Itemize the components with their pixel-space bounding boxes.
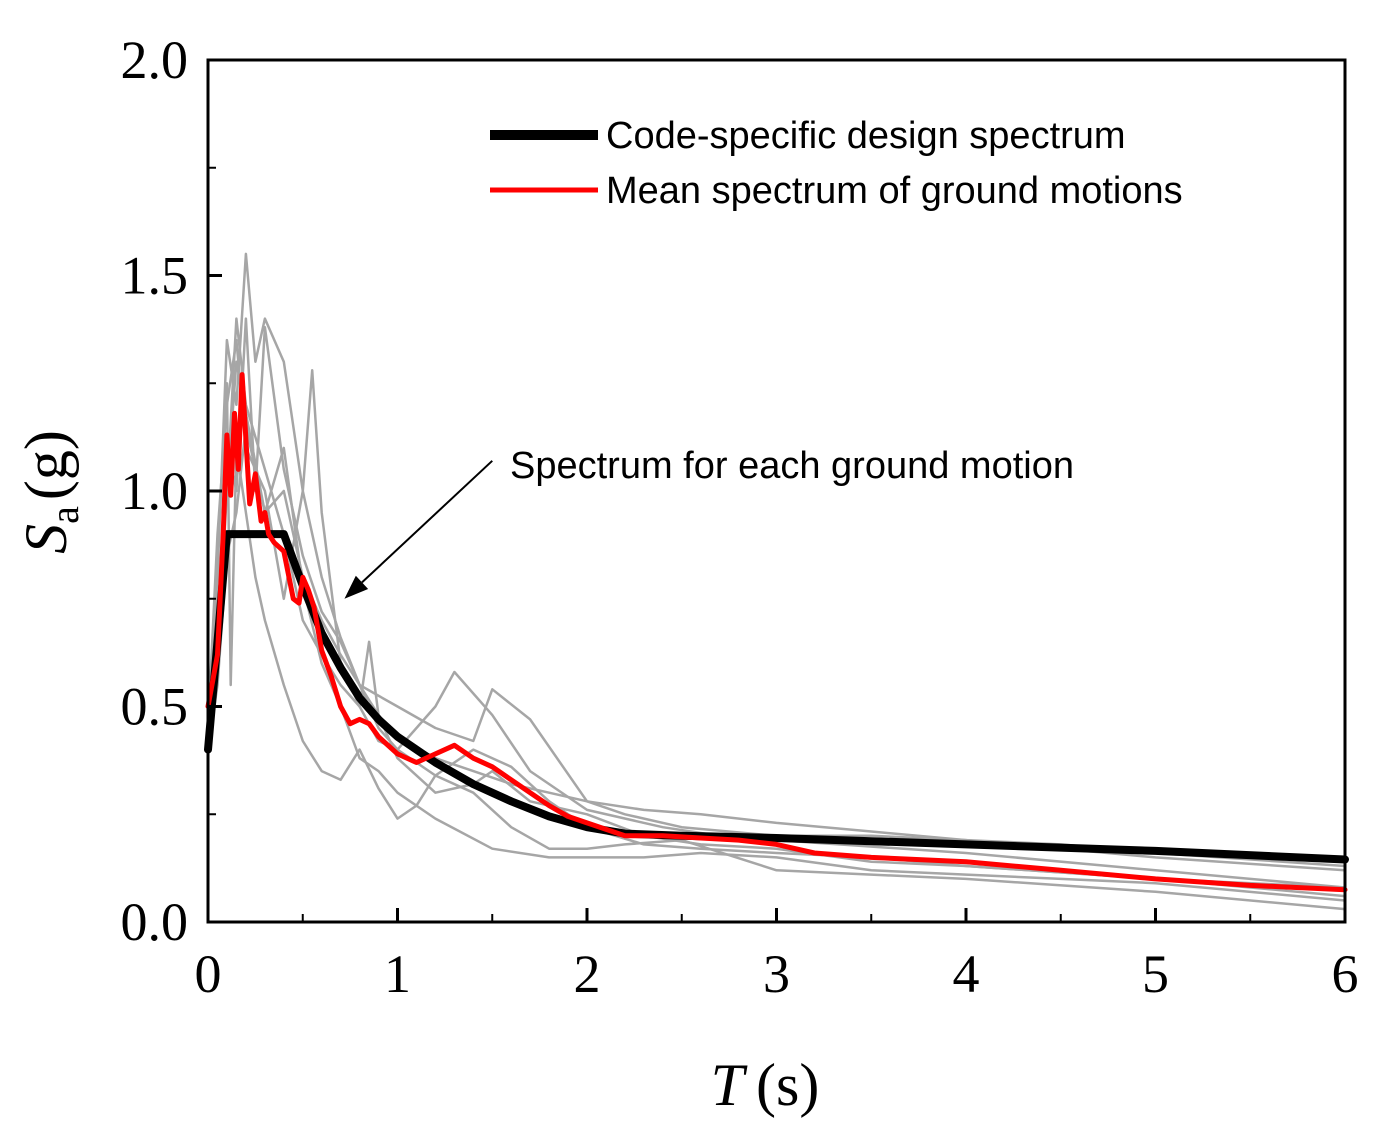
y-axis-symbol: S — [13, 524, 79, 554]
annotation: Spectrum for each ground motion — [344, 445, 1074, 599]
y-tick-label: 2.0 — [121, 30, 189, 90]
x-tick-label: 4 — [953, 944, 980, 1004]
plot-frame — [206, 58, 1347, 924]
series-line-gm3 — [206, 317, 1347, 898]
x-tick-label: 2 — [574, 944, 601, 1004]
y-tick-label: 0.5 — [121, 677, 189, 737]
series-line-code-specific-design-spectrum — [204, 530, 1349, 864]
x-tick-label: 6 — [1332, 944, 1359, 1004]
series-line-mean-spectrum-of-ground-motions — [205, 372, 1348, 893]
series-line-gm6 — [206, 382, 1347, 911]
x-axis-title: T (s) — [711, 1052, 820, 1118]
legend-label-mean: Mean spectrum of ground motions — [606, 170, 1183, 212]
annotation-arrow — [361, 460, 493, 584]
y-axis-subscript: a — [42, 506, 87, 524]
y-tick-label: 0.0 — [121, 892, 189, 952]
annotation-arrowhead — [344, 575, 369, 599]
x-axis-symbol: T — [711, 1052, 748, 1118]
x-tick-label: 0 — [195, 944, 222, 1004]
y-axis-unit: (g) — [13, 430, 79, 500]
legend: Code-specific design spectrum Mean spect… — [490, 115, 1183, 212]
legend-label-design: Code-specific design spectrum — [606, 115, 1126, 157]
y-axis-title: Sa (g) — [13, 430, 87, 554]
series-layer — [204, 252, 1349, 911]
x-tick-label: 1 — [384, 944, 411, 1004]
annotation-label: Spectrum for each ground motion — [510, 445, 1074, 487]
x-tick-label: 3 — [763, 944, 790, 1004]
y-tick-label: 1.5 — [121, 246, 189, 306]
x-tick-label: 5 — [1142, 944, 1169, 1004]
x-axis-unit: (s) — [756, 1052, 819, 1118]
y-tick-label: 1.0 — [121, 461, 189, 521]
series-line-gm5 — [206, 317, 1347, 872]
